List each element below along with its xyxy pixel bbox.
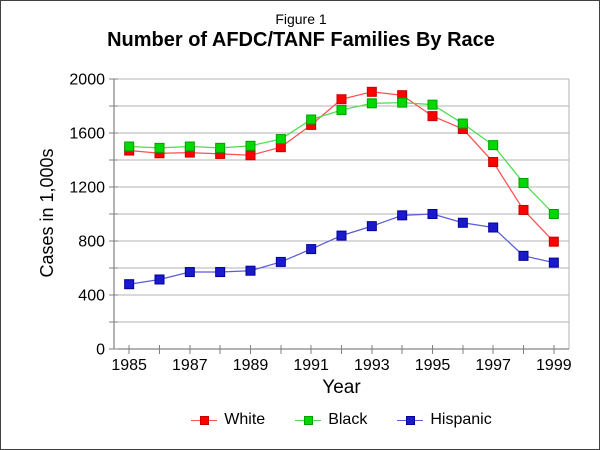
marker-black-1988 bbox=[215, 142, 226, 153]
legend-label: White bbox=[224, 411, 266, 428]
marker-black-1985 bbox=[124, 141, 135, 152]
y-tick-label: 800 bbox=[78, 234, 105, 251]
marker-white-1992 bbox=[336, 94, 347, 105]
chart-title: Number of AFDC/TANF Families By Race bbox=[107, 29, 495, 51]
legend-marker-white bbox=[191, 415, 218, 425]
marker-hispanic-1991 bbox=[306, 244, 317, 255]
marker-black-1999 bbox=[548, 209, 559, 219]
marker-hispanic-1995 bbox=[427, 209, 438, 219]
y-tick-label: 400 bbox=[78, 288, 105, 305]
marker-hispanic-1985 bbox=[124, 279, 135, 290]
marker-hispanic-1989 bbox=[245, 265, 256, 276]
x-tick-label: 1987 bbox=[172, 357, 208, 374]
marker-black-1998 bbox=[518, 177, 529, 188]
legend-item-black: Black bbox=[295, 410, 367, 430]
y-tick-label: 2000 bbox=[69, 72, 105, 89]
marker-hispanic-1993 bbox=[366, 221, 377, 232]
marker-hispanic-1988 bbox=[215, 267, 226, 278]
marker-black-1990 bbox=[275, 134, 286, 145]
legend: White Black Hispanic bbox=[114, 409, 569, 431]
marker-hispanic-1992 bbox=[336, 230, 347, 241]
marker-white-1995 bbox=[427, 111, 438, 122]
legend-square-icon bbox=[200, 415, 210, 425]
legend-item-hispanic: Hispanic bbox=[397, 410, 492, 430]
marker-hispanic-1996 bbox=[457, 217, 468, 228]
marker-hispanic-1999 bbox=[548, 257, 559, 268]
marker-hispanic-1986 bbox=[154, 274, 165, 285]
marker-black-1991 bbox=[306, 114, 317, 125]
marker-white-1998 bbox=[518, 204, 529, 215]
marker-black-1995 bbox=[427, 99, 438, 110]
marker-hispanic-1987 bbox=[184, 267, 195, 278]
marker-black-1992 bbox=[336, 105, 347, 116]
x-axis-title: Year bbox=[322, 377, 361, 398]
marker-white-1999 bbox=[548, 236, 559, 247]
legend-label: Hispanic bbox=[430, 411, 492, 428]
marker-hispanic-1994 bbox=[397, 210, 408, 221]
legend-marker-hispanic bbox=[397, 415, 424, 425]
y-tick-label: 0 bbox=[96, 342, 105, 359]
y-tick-label: 1600 bbox=[69, 126, 105, 143]
x-tick-label: 1997 bbox=[475, 357, 511, 374]
marker-white-1997 bbox=[488, 157, 499, 168]
marker-hispanic-1998 bbox=[518, 250, 529, 261]
marker-black-1987 bbox=[184, 141, 195, 152]
legend-item-white: White bbox=[191, 410, 265, 430]
marker-black-1997 bbox=[488, 140, 499, 151]
x-tick-label: 1999 bbox=[536, 357, 572, 374]
marker-black-1989 bbox=[245, 140, 256, 151]
y-tick-label: 1200 bbox=[69, 180, 105, 197]
marker-black-1986 bbox=[154, 142, 165, 153]
x-tick-label: 1993 bbox=[354, 357, 390, 374]
x-tick-label: 1991 bbox=[293, 357, 329, 374]
x-tick-label: 1989 bbox=[233, 357, 269, 374]
marker-white-1993 bbox=[366, 86, 377, 97]
x-tick-label: 1995 bbox=[415, 357, 451, 374]
marker-black-1994 bbox=[397, 97, 408, 108]
marker-black-1993 bbox=[366, 98, 377, 109]
legend-square-icon bbox=[406, 415, 416, 425]
marker-white-1989 bbox=[245, 150, 256, 161]
legend-marker-black bbox=[295, 415, 322, 425]
legend-label: Black bbox=[328, 411, 368, 428]
marker-black-1996 bbox=[457, 118, 468, 129]
marker-hispanic-1997 bbox=[488, 222, 499, 233]
figure-label: Figure 1 bbox=[275, 11, 327, 27]
marker-hispanic-1990 bbox=[275, 256, 286, 267]
x-tick-label: 1985 bbox=[111, 357, 147, 374]
legend-square-icon bbox=[304, 415, 314, 425]
